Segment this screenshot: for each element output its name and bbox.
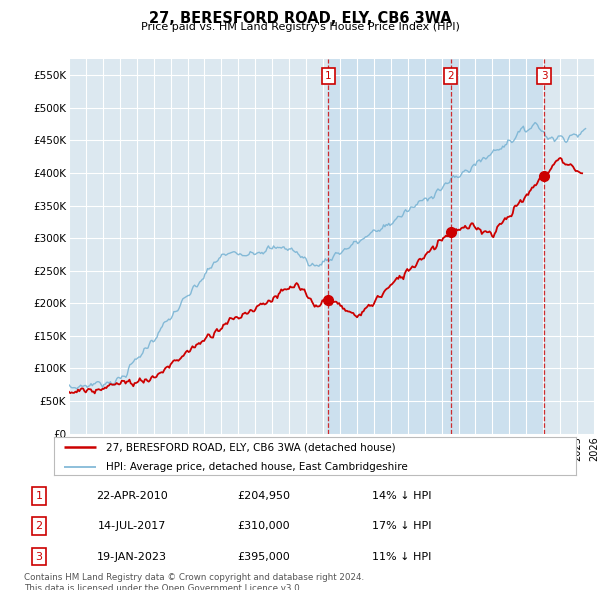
Text: 3: 3 xyxy=(35,552,43,562)
Text: 11% ↓ HPI: 11% ↓ HPI xyxy=(373,552,431,562)
Text: 27, BERESFORD ROAD, ELY, CB6 3WA (detached house): 27, BERESFORD ROAD, ELY, CB6 3WA (detach… xyxy=(106,442,396,453)
Text: Contains HM Land Registry data © Crown copyright and database right 2024.
This d: Contains HM Land Registry data © Crown c… xyxy=(24,573,364,590)
Text: Price paid vs. HM Land Registry's House Price Index (HPI): Price paid vs. HM Land Registry's House … xyxy=(140,22,460,32)
Text: 2: 2 xyxy=(448,71,454,81)
Text: 3: 3 xyxy=(541,71,547,81)
Text: 19-JAN-2023: 19-JAN-2023 xyxy=(97,552,167,562)
Text: £395,000: £395,000 xyxy=(238,552,290,562)
Text: 14% ↓ HPI: 14% ↓ HPI xyxy=(372,491,432,501)
Text: 27, BERESFORD ROAD, ELY, CB6 3WA: 27, BERESFORD ROAD, ELY, CB6 3WA xyxy=(149,11,451,25)
Text: HPI: Average price, detached house, East Cambridgeshire: HPI: Average price, detached house, East… xyxy=(106,461,408,471)
Text: £204,950: £204,950 xyxy=(238,491,290,501)
Bar xyxy=(328,59,544,434)
Text: 14-JUL-2017: 14-JUL-2017 xyxy=(98,522,166,532)
Text: 17% ↓ HPI: 17% ↓ HPI xyxy=(372,522,432,532)
Text: 22-APR-2010: 22-APR-2010 xyxy=(96,491,168,501)
Text: 2: 2 xyxy=(35,522,43,532)
Text: 1: 1 xyxy=(35,491,43,501)
Text: £310,000: £310,000 xyxy=(238,522,290,532)
Text: 1: 1 xyxy=(325,71,332,81)
